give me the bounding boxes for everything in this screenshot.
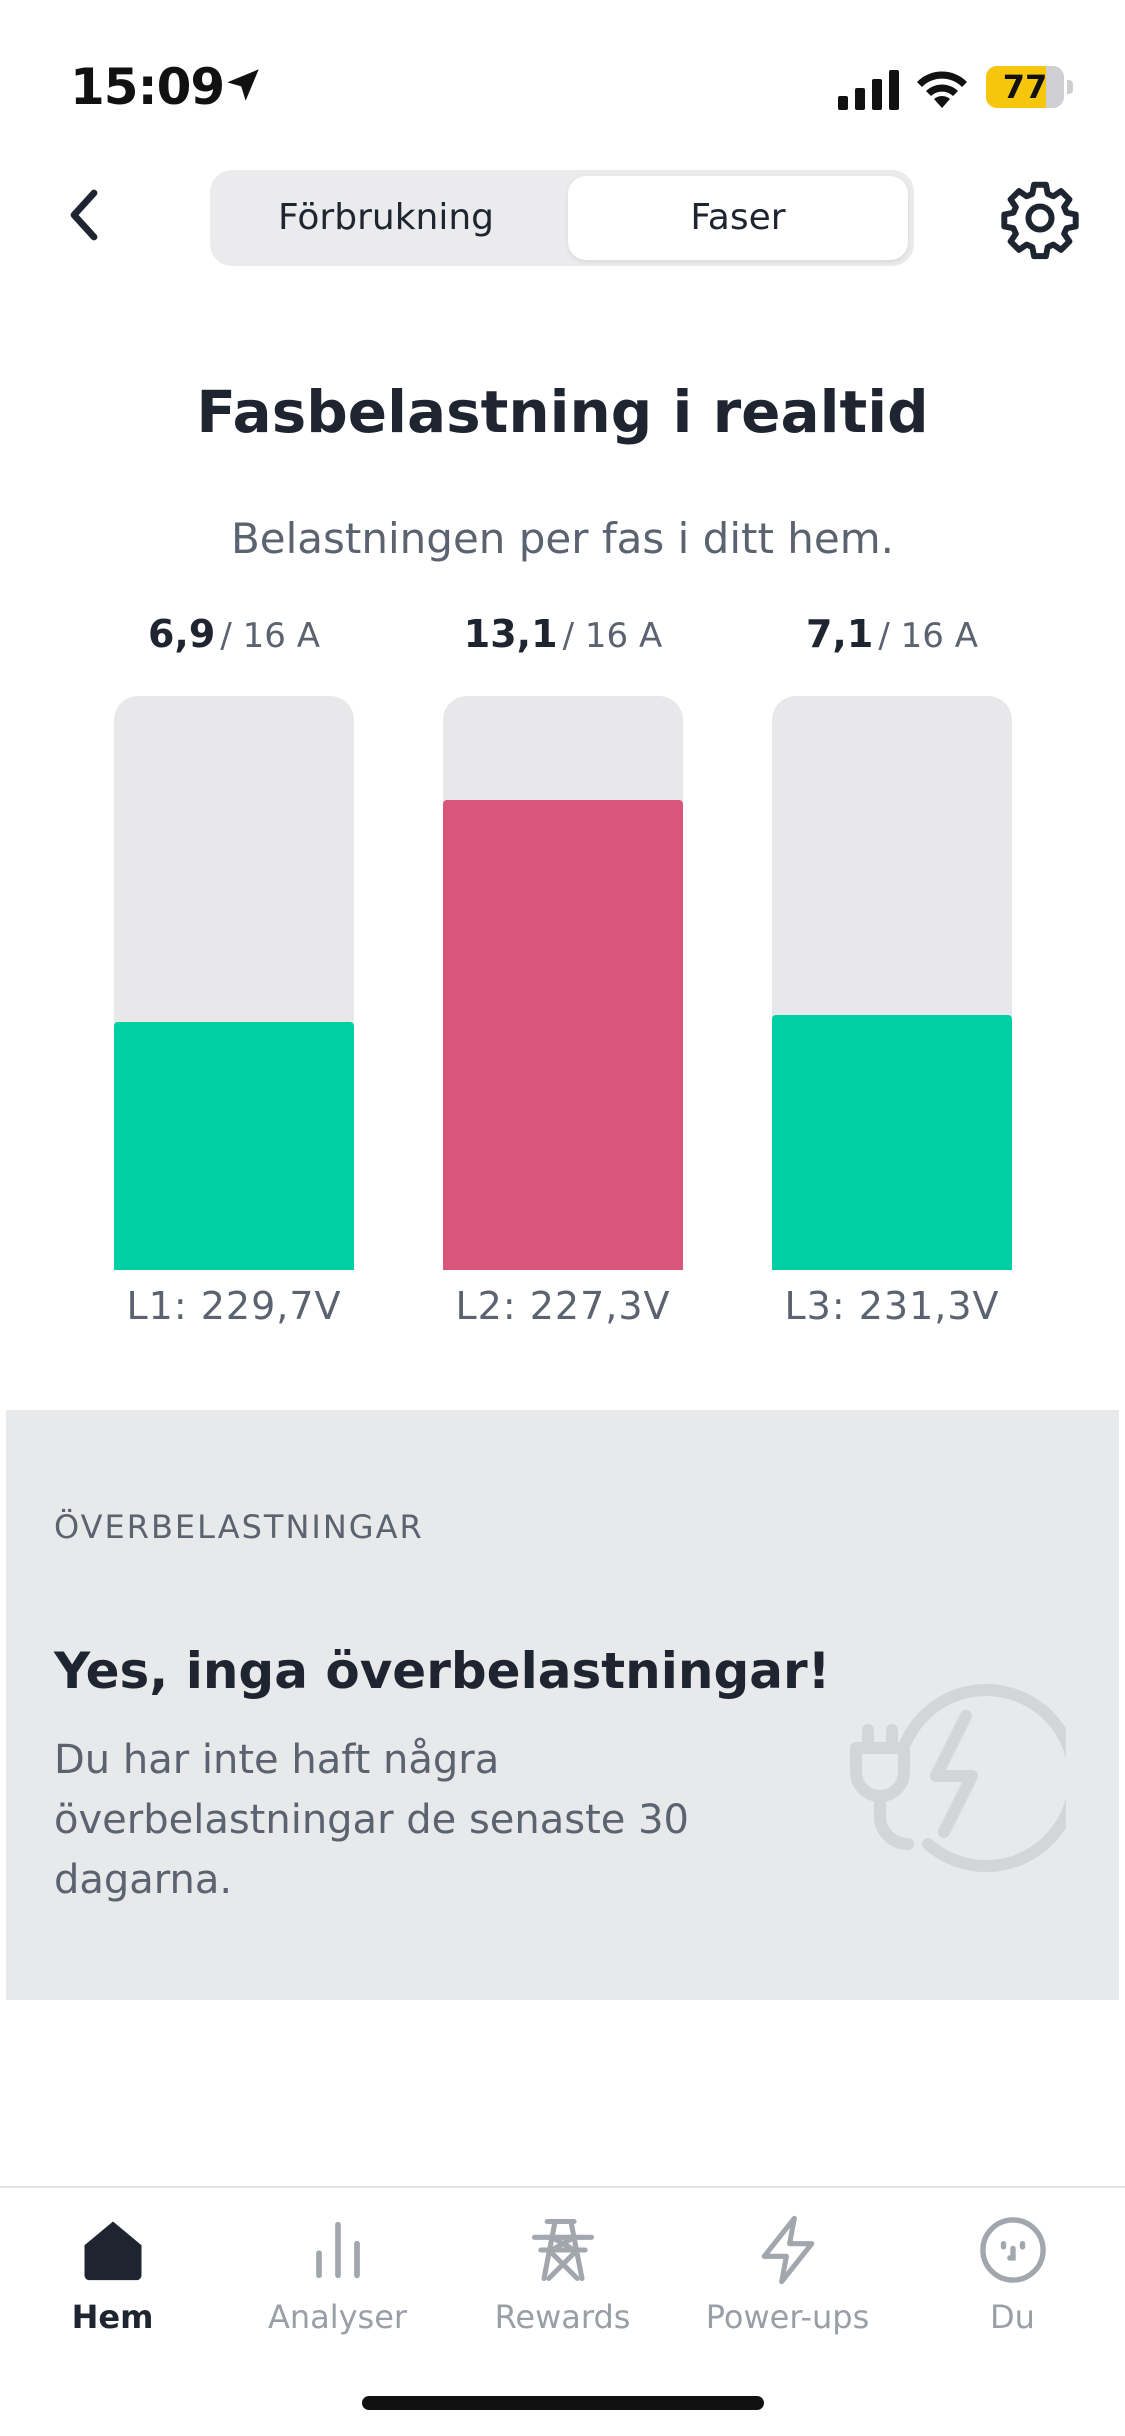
battery-fill — [986, 66, 1046, 108]
nav-label: Du — [990, 2298, 1035, 2336]
chevron-left-icon — [70, 189, 98, 241]
phase-bar-fill — [772, 1015, 1012, 1270]
phase-current: 13,1 — [463, 612, 558, 656]
phase-bar-fill — [114, 1022, 354, 1270]
phase-current: 7,1 — [805, 612, 874, 656]
nav-label: Analyser — [267, 2298, 408, 2336]
overload-text: Du har inte haft några överbelastningar … — [54, 1737, 689, 1903]
nav-item-power-ups[interactable]: Power-ups — [675, 2212, 900, 2372]
phase-capacity: / 16 A — [220, 616, 320, 656]
location-arrow-icon — [227, 69, 259, 101]
phase-capacity: / 16 A — [562, 616, 663, 656]
nav-label: Power-ups — [705, 2298, 870, 2336]
status-time: 15:09 — [70, 58, 225, 116]
phase-current: 6,9 — [147, 612, 216, 656]
tab-forbrukning[interactable]: Förbrukning — [277, 197, 495, 238]
phase-bar-track — [443, 696, 683, 1270]
phase-load-value: 6,9 / 16 A — [114, 612, 354, 678]
bottom-nav: Hem Analyser Rewards Power-ups Du — [0, 2186, 1125, 2436]
phase-load-value: 13,1 / 16 A — [443, 612, 683, 678]
phase-bar-track — [114, 696, 354, 1270]
face-icon — [979, 2217, 1046, 2283]
view-segmented-control: Förbrukning Faser — [210, 170, 914, 266]
phase-load-value: 7,1 / 16 A — [772, 612, 1012, 678]
page-title: Fasbelastning i realtid — [196, 378, 929, 446]
phase-capacity: / 16 A — [878, 616, 978, 656]
phase-voltage: L3: 231,3V — [784, 1284, 1000, 1328]
power-tower-icon — [531, 2218, 594, 2282]
phase-l3: 7,1 / 16 A L3: 231,3V — [772, 612, 1012, 1328]
nav-label: Hem — [71, 2298, 154, 2336]
gear-icon — [1001, 181, 1079, 260]
overload-heading: ÖVERBELASTNINGAR — [54, 1508, 424, 1546]
nav-item-hem[interactable]: Hem — [0, 2212, 225, 2372]
battery-indicator: 77 — [986, 66, 1073, 108]
nav-item-analyser[interactable]: Analyser — [225, 2212, 450, 2372]
page-subtitle: Belastningen per fas i ditt hem. — [230, 514, 895, 563]
status-bar: 15:09 77 — [0, 0, 1125, 150]
phase-l1: 6,9 / 16 A L1: 229,7V — [114, 612, 354, 1328]
battery-level: 77 — [1002, 68, 1048, 106]
lightning-icon — [761, 2215, 814, 2285]
home-indicator — [362, 2396, 764, 2410]
nav-item-du[interactable]: Du — [900, 2212, 1125, 2372]
overload-card: ÖVERBELASTNINGAR Yes, inga överbelastnin… — [6, 1410, 1119, 2000]
phase-bar-fill — [443, 800, 683, 1270]
plug-lightning-icon — [850, 1684, 1066, 1872]
phase-voltage: L2: 227,3V — [455, 1284, 671, 1328]
home-icon — [84, 2221, 141, 2281]
nav-item-rewards[interactable]: Rewards — [450, 2212, 675, 2372]
wifi-icon — [917, 71, 967, 108]
back-button[interactable] — [54, 180, 114, 250]
nav-label: Rewards — [494, 2298, 631, 2336]
overload-title: Yes, inga överbelastningar! — [54, 1642, 831, 1700]
phase-voltage: L1: 229,7V — [126, 1284, 342, 1328]
cellular-signal-icon — [838, 70, 899, 110]
bar-chart-icon — [315, 2221, 360, 2279]
settings-button[interactable] — [998, 176, 1082, 260]
tab-faser[interactable]: Faser — [568, 176, 908, 260]
phase-bar-track — [772, 696, 1012, 1270]
phase-l2: 13,1 / 16 A L2: 227,3V — [443, 612, 683, 1328]
